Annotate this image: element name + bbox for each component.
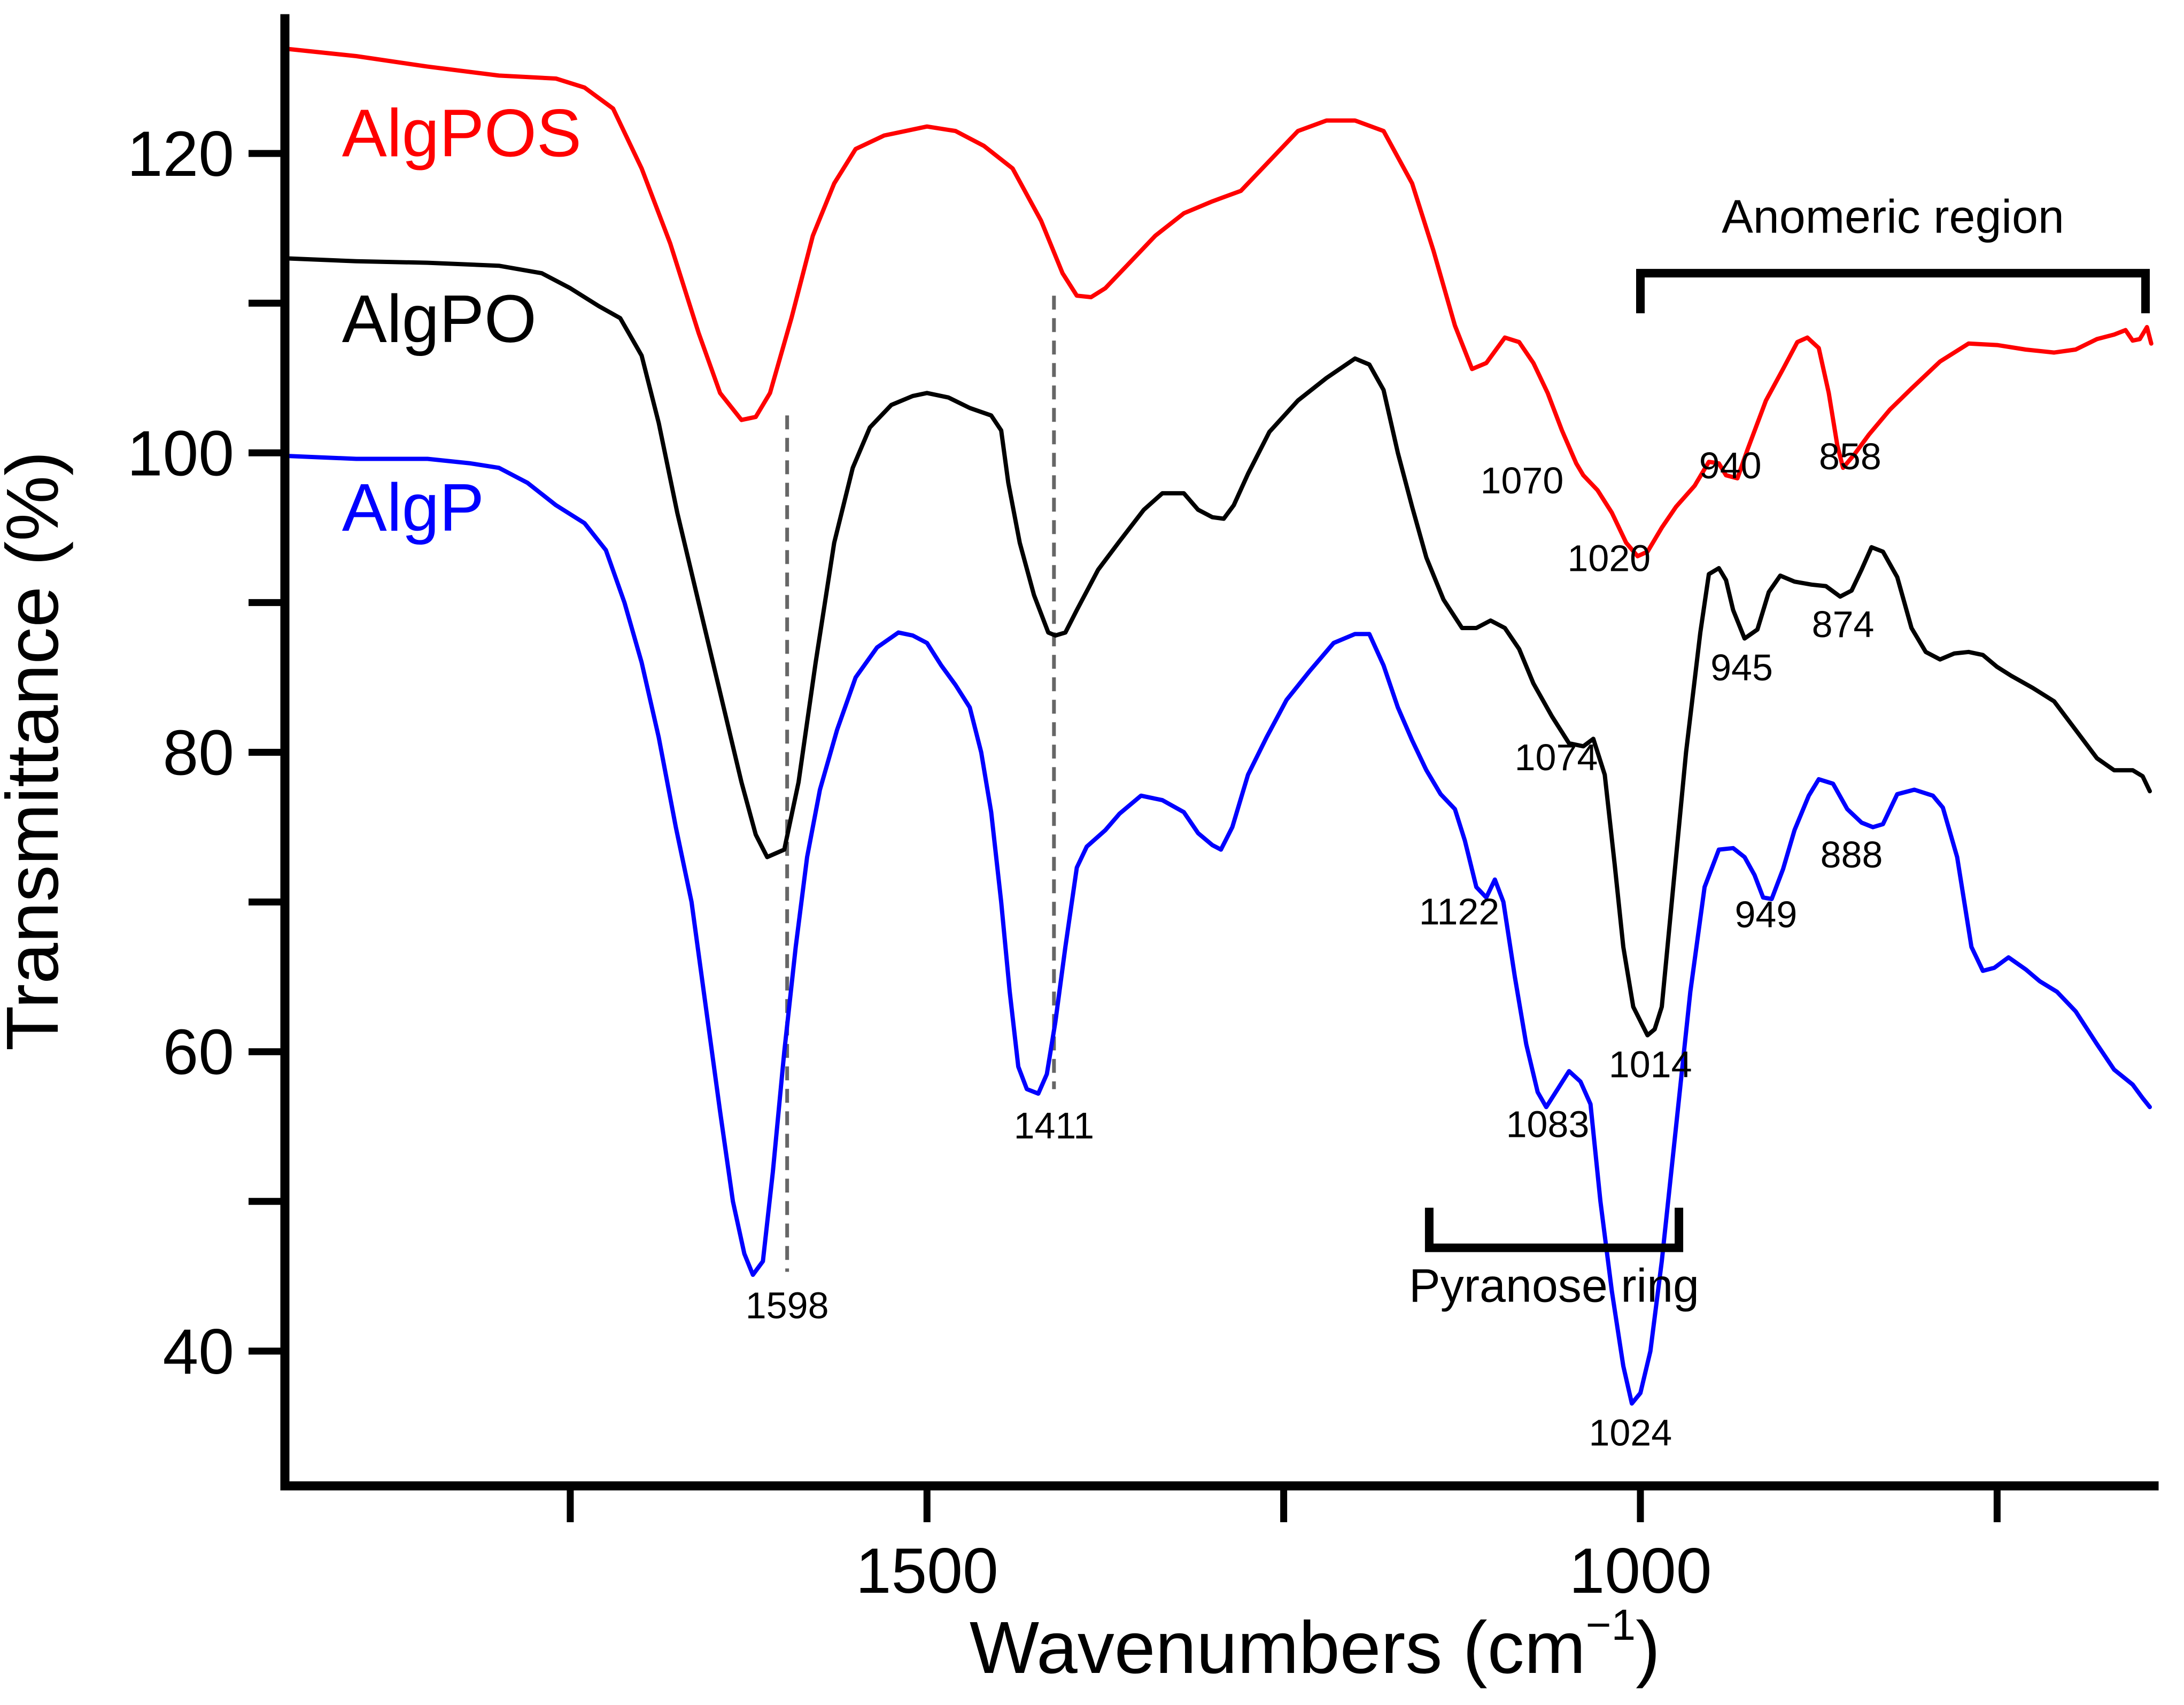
peak-label-1024: 1024 [1589,1412,1672,1453]
bracket-label-pyranose: Pyranose ring [1409,1259,1699,1312]
peak-label-888: 888 [1821,834,1883,875]
peak-label-1014: 1014 [1609,1043,1692,1085]
series-labels: AlgPOS AlgPO AlgP [342,96,582,545]
y-tick-label-40: 40 [163,1316,234,1388]
x-tick-label-1000: 1000 [1569,1535,1712,1607]
peak-label-1598: 1598 [746,1284,829,1326]
x-tick-label-1500: 1500 [856,1535,998,1607]
peak-label-1083: 1083 [1506,1103,1590,1145]
series-label-algp: AlgP [342,470,484,545]
peak-label-945: 945 [1710,647,1773,688]
peak-label-1122: 1122 [1419,891,1500,933]
series-label-algpos: AlgPOS [342,96,582,171]
series-line-algpos [283,46,2154,559]
bracket-label-anomeric: Anomeric region [1722,190,2064,243]
y-ticks: 40 60 80 100 120 [127,118,285,1388]
y-tick-label-100: 100 [127,417,234,489]
peak-label-858: 858 [1819,436,1881,477]
y-axis-title: Transmittance (%) [0,451,74,1051]
bracket-pyranose [1424,1207,1684,1252]
y-tick-label-120: 120 [127,118,234,190]
bracket-anomeric [1636,269,2150,314]
series-lines [283,46,2154,1406]
series-line-algp [283,453,2152,1406]
peak-label-1070: 1070 [1481,460,1564,501]
x-ticks: 1500 1000 [567,1486,2001,1607]
x-axis-title: Wavenumbers (cm−1) [970,1601,1660,1689]
plot-clip-group [283,46,2154,1406]
x-axis-title-main: Wavenumbers (cm [970,1607,1586,1689]
peak-label-1411: 1411 [1014,1105,1095,1146]
series-line-algpo [283,256,2152,1037]
y-tick-label-60: 60 [163,1017,234,1088]
peak-label-1074: 1074 [1515,737,1598,778]
y-tick-label-80: 80 [163,717,234,789]
peak-label-949: 949 [1735,894,1798,935]
peak-label-940: 940 [1699,445,1762,486]
region-brackets: Anomeric region Pyranose ring [1409,190,2150,1312]
peak-label-1020: 1020 [1567,538,1651,579]
x-axis-title-close: ) [1636,1607,1660,1689]
x-axis-title-superscript: −1 [1586,1601,1636,1649]
series-label-algpo: AlgPO [342,281,537,356]
peak-label-874: 874 [1812,603,1875,645]
